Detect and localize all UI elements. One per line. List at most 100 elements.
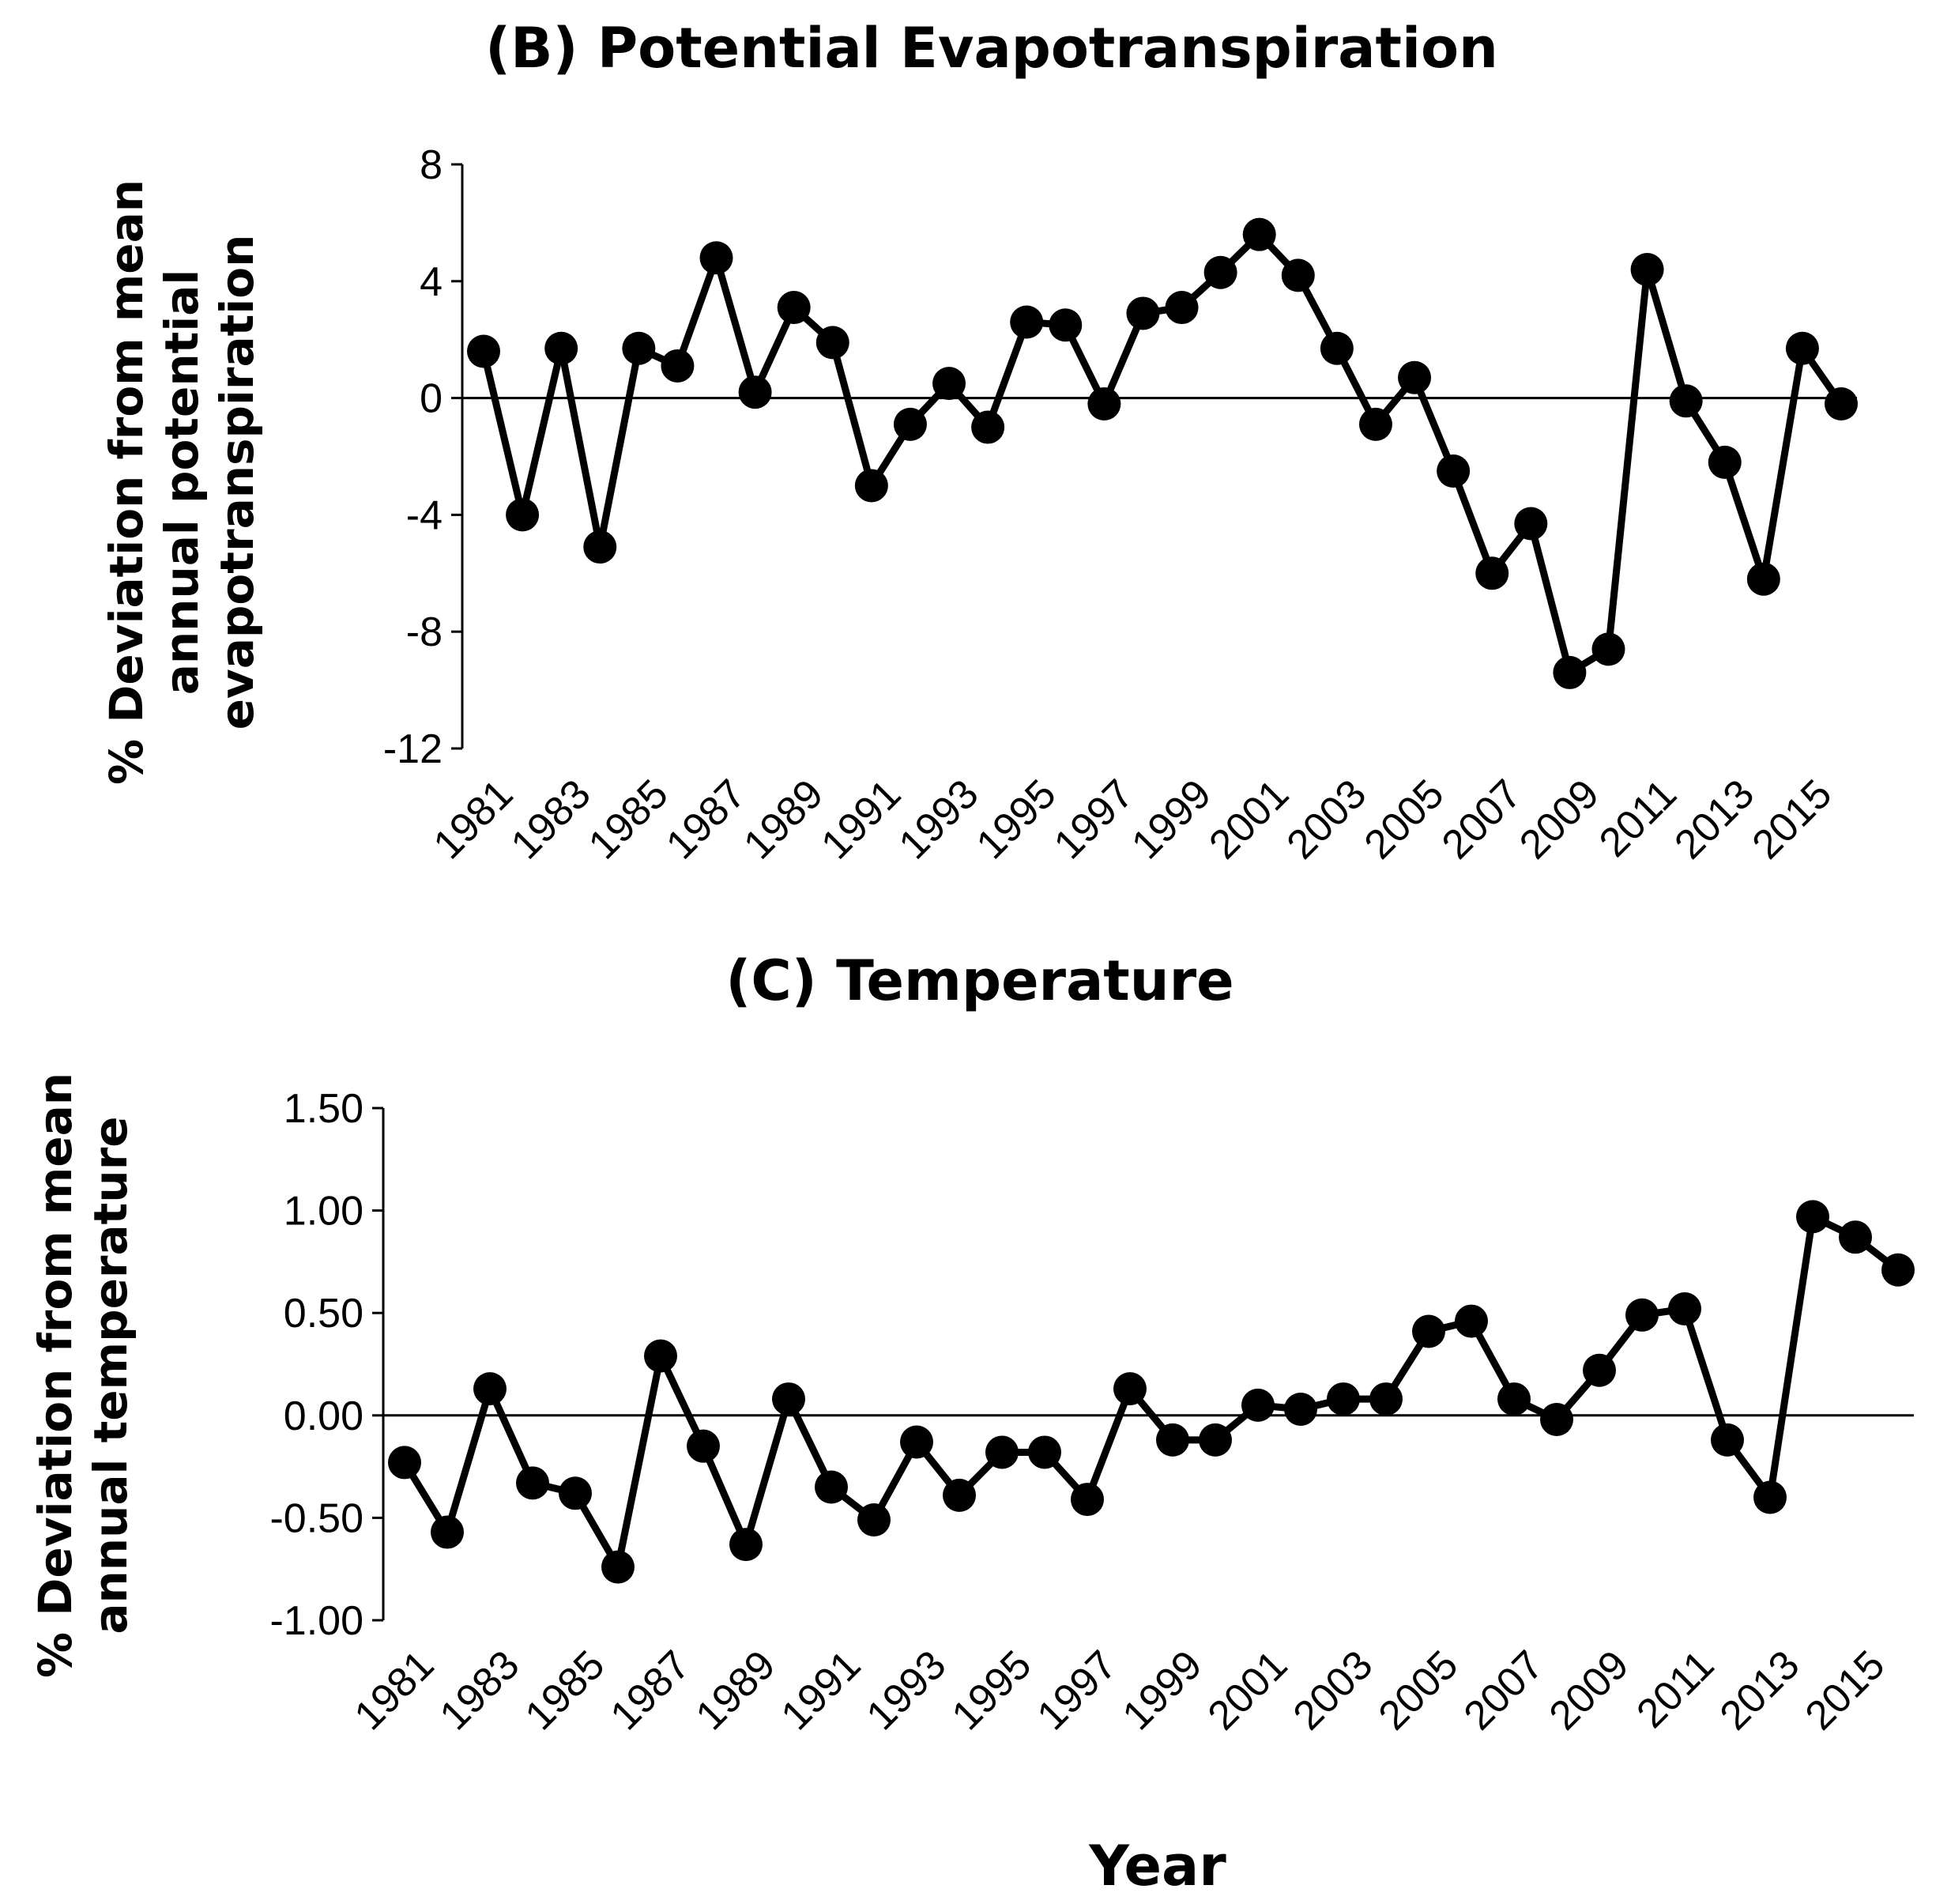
y-tick-label: -0.50 — [269, 1495, 363, 1541]
y-axis-label-line: % Deviation from mean — [100, 179, 153, 785]
x-tick-label: 2001 — [1200, 771, 1298, 868]
y-tick-label: 0 — [420, 376, 443, 422]
data-point — [815, 326, 849, 360]
data-point — [1398, 360, 1432, 394]
data-point — [473, 1372, 507, 1406]
y-tick-label: 1.50 — [284, 1086, 363, 1132]
x-tick-label: 2005 — [1370, 1642, 1467, 1739]
data-point — [1071, 1483, 1104, 1517]
data-point — [857, 1502, 891, 1536]
x-tick-label: 1989 — [687, 1642, 785, 1739]
data-point — [1028, 1435, 1061, 1469]
data-point — [644, 1339, 677, 1373]
data-point — [1241, 1388, 1275, 1422]
x-tick-label: 1993 — [891, 771, 988, 868]
data-point — [854, 469, 888, 503]
data-point — [943, 1478, 976, 1512]
data-point — [985, 1435, 1019, 1469]
data-series — [467, 217, 1858, 689]
x-tick-label: 2003 — [1279, 771, 1376, 868]
data-point — [1497, 1382, 1531, 1416]
data-point — [1839, 1220, 1872, 1254]
data-point — [1514, 507, 1548, 541]
data-point — [729, 1528, 763, 1562]
data-point — [1412, 1314, 1445, 1348]
y-axis-label-line: % Deviation from mean — [28, 1073, 82, 1678]
x-axis-ticks: 1981198319851987198919911993199519971999… — [425, 771, 1841, 868]
data-point — [699, 241, 733, 275]
data-point — [687, 1429, 720, 1463]
chart-title: (C) Temperature — [725, 948, 1233, 1013]
data-point — [559, 1476, 592, 1510]
series-line — [401, 1212, 1900, 1571]
x-tick-label: 1993 — [858, 1642, 955, 1739]
x-tick-label: 1999 — [1114, 1642, 1211, 1739]
x-tick-label: 1995 — [943, 1642, 1041, 1739]
x-tick-label: 1983 — [431, 1642, 529, 1739]
data-point — [1630, 253, 1664, 287]
data-point — [544, 331, 578, 365]
axes — [382, 1108, 1914, 1620]
data-point — [777, 291, 811, 325]
data-point — [738, 375, 772, 409]
data-point — [1881, 1253, 1915, 1287]
data-point — [1165, 291, 1199, 325]
y-axis-label-line: evapotranspiration — [210, 235, 264, 730]
x-tick-label: 1981 — [346, 1642, 443, 1739]
x-tick-label: 1981 — [425, 771, 522, 868]
data-point — [583, 530, 617, 564]
x-tick-label: 2011 — [1591, 771, 1685, 865]
x-tick-label: 1987 — [657, 771, 755, 868]
data-point — [1010, 305, 1044, 339]
y-axis-label-line: annual temperature — [84, 1116, 137, 1634]
data-point — [601, 1550, 635, 1584]
chart-title: (B) Potential Evapotranspiration — [485, 16, 1498, 81]
data-point — [1711, 1423, 1744, 1457]
x-tick-label: 2009 — [1541, 1642, 1638, 1739]
x-tick-label: 2009 — [1511, 771, 1608, 868]
x-tick-label: 1997 — [1045, 771, 1143, 868]
data-point — [1156, 1423, 1189, 1457]
data-point — [1284, 1393, 1317, 1427]
x-tick-label: 2001 — [1200, 1642, 1297, 1739]
data-point — [622, 331, 656, 365]
x-tick-label: 2013 — [1712, 1642, 1809, 1739]
x-tick-label: 2007 — [1456, 1642, 1553, 1739]
y-tick-label: 4 — [420, 259, 443, 305]
data-point — [971, 410, 1005, 444]
data-point — [1625, 1298, 1659, 1332]
y-tick-label: 0.00 — [284, 1393, 363, 1439]
data-point — [1796, 1200, 1829, 1234]
data-point — [1455, 1304, 1488, 1338]
x-tick-label: 2003 — [1285, 1642, 1382, 1739]
y-tick-label: 1.00 — [284, 1189, 363, 1235]
x-tick-label: 1997 — [1029, 1642, 1126, 1739]
x-tick-label: 1987 — [602, 1642, 699, 1739]
series-line — [480, 231, 1844, 677]
data-point — [1203, 255, 1237, 289]
y-tick-label: -1.00 — [269, 1598, 363, 1644]
data-point — [1746, 562, 1780, 596]
data-point — [661, 349, 695, 383]
data-point — [1475, 556, 1509, 590]
x-tick-label: 1995 — [968, 771, 1065, 868]
data-point — [1199, 1423, 1232, 1457]
data-point — [1327, 1382, 1360, 1416]
data-point — [506, 498, 540, 532]
x-axis-label: Year — [1088, 1834, 1226, 1898]
y-tick-label: 8 — [420, 142, 443, 188]
y-tick-label: 0.50 — [284, 1291, 363, 1337]
data-point — [893, 407, 927, 441]
data-point — [1583, 1353, 1616, 1387]
data-point — [516, 1466, 549, 1500]
y-axis-ticks: 8 4 0 -4 -8 -12 — [383, 142, 462, 772]
y-tick-label: -12 — [383, 726, 443, 772]
data-point — [1668, 1292, 1701, 1326]
data-point — [1281, 258, 1315, 292]
data-point — [1753, 1480, 1787, 1514]
data-point — [1708, 445, 1742, 479]
x-tick-label: 2011 — [1628, 1642, 1723, 1736]
x-tick-label: 1991 — [813, 771, 910, 868]
data-point — [1369, 1382, 1403, 1416]
